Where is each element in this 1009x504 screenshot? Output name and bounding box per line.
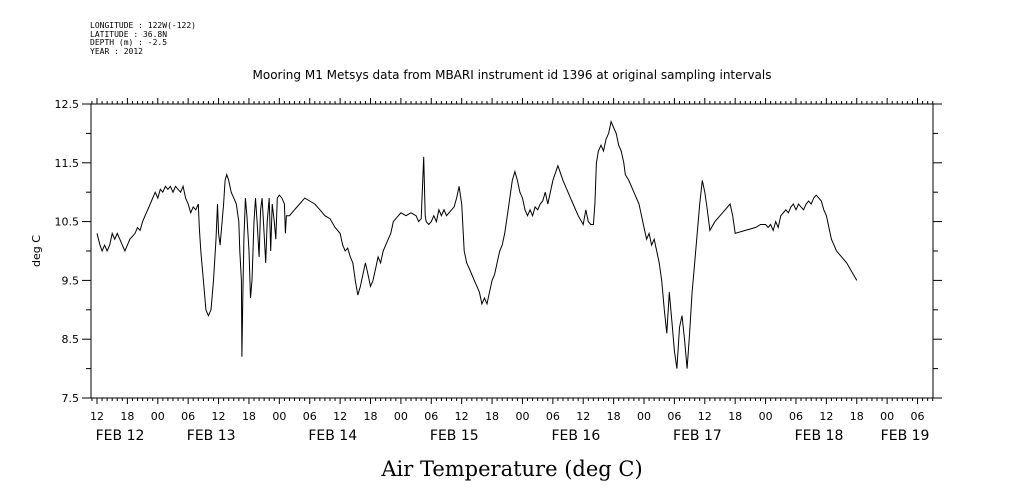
x-tick-label: 06 <box>181 410 195 423</box>
y-tick-label: 10.5 <box>55 216 80 229</box>
y-tick-label: 9.5 <box>62 274 80 287</box>
year-line: YEAR : 2012 <box>90 46 143 56</box>
x-tick-label: 06 <box>303 410 317 423</box>
plot-frame <box>90 103 934 399</box>
y-tick-label: 12.5 <box>55 98 80 111</box>
date-label: FEB 17 <box>673 428 722 444</box>
date-label: FEB 12 <box>96 428 145 444</box>
date-label: FEB 14 <box>308 428 357 444</box>
x-tick-label: 18 <box>364 410 378 423</box>
x-tick-label: 00 <box>759 410 773 423</box>
y-axis: 7.5 8.5 9.5 10.5 11.5 12.5 <box>55 98 942 405</box>
y-tick-label: 11.5 <box>55 157 80 170</box>
x-tick-label: 18 <box>850 410 864 423</box>
date-labels: FEB 12 FEB 13 FEB 14 FEB 15 FEB 16 FEB 17 FEB … <box>96 428 930 444</box>
date-label: FEB 15 <box>430 428 479 444</box>
longitude-line: LONGITUDE : 122W(-122) <box>90 21 196 30</box>
x-tick-label: 06 <box>667 410 681 423</box>
x-tick-label: 00 <box>151 410 165 423</box>
y-tick-label: 8.5 <box>62 333 80 346</box>
x-tick-label: 12 <box>455 410 469 423</box>
metadata-header: LONGITUDE : 122W(-122) LATITUDE : 36.8N … <box>90 21 196 56</box>
x-tick-label: 06 <box>546 410 560 423</box>
x-tick-label: 00 <box>637 410 651 423</box>
date-label: FEB 13 <box>187 428 236 444</box>
x-tick-label: 12 <box>576 410 590 423</box>
x-tick-label: 18 <box>242 410 256 423</box>
x-tick-label: 00 <box>394 410 408 423</box>
x-tick-label: 12 <box>90 410 104 423</box>
x-tick-label: 12 <box>212 410 226 423</box>
x-tick-label: 06 <box>911 410 925 423</box>
x-tick-label: 00 <box>880 410 894 423</box>
x-tick-label: 18 <box>607 410 621 423</box>
x-tick-label: 00 <box>515 410 529 423</box>
x-tick-label: 18 <box>485 410 499 423</box>
x-tick-labels: 12 18 00 06 12 18 00 06 12 18 00 06 12 18 00 06 12 18 00 06… <box>90 410 925 423</box>
depth-line: DEPTH (m) : -2.5 <box>90 38 168 47</box>
y-axis-label: deg C <box>30 235 43 267</box>
x-tick-label: 18 <box>120 410 134 423</box>
x-axis-label: Air Temperature (deg C) <box>380 457 642 481</box>
x-axis <box>91 98 934 404</box>
date-label: FEB 19 <box>881 428 930 444</box>
series-line <box>96 119 858 369</box>
y-tick-label: 7.5 <box>62 392 80 405</box>
x-tick-label: 12 <box>819 410 833 423</box>
x-tick-label: 18 <box>728 410 742 423</box>
date-label: FEB 16 <box>551 428 600 444</box>
chart-title: Mooring M1 Metsys data from MBARI instru… <box>253 68 772 82</box>
x-tick-label: 06 <box>789 410 803 423</box>
latitude-line: LATITUDE : 36.8N <box>90 29 168 39</box>
x-tick-label: 12 <box>698 410 712 423</box>
x-tick-label: 06 <box>424 410 438 423</box>
x-tick-label: 00 <box>272 410 286 423</box>
date-label: FEB 18 <box>795 428 844 444</box>
x-tick-label: 12 <box>333 410 347 423</box>
